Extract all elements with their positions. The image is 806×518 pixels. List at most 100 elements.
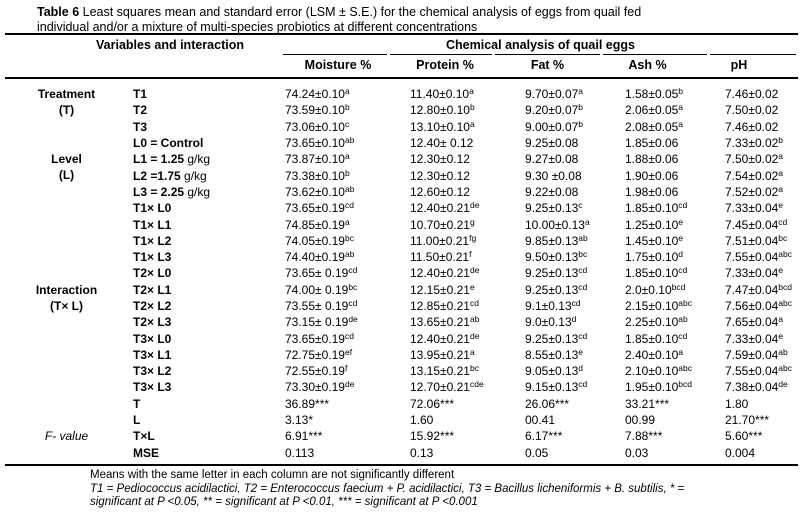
cell-ash: 1.95±0.10bcd [625, 379, 693, 395]
table-row: T3 73.06±0.10c 13.10±0.10a 9.00±0.07b 2.08±0… [0, 119, 806, 135]
cell-protein: 0.13 [410, 445, 434, 460]
cell-protein: 12.85±0.21cd [410, 298, 479, 313]
significance-letter: a [678, 102, 684, 113]
cell-fat: 00.41 [525, 413, 556, 428]
rule-under-header [5, 77, 798, 79]
significance-letter: de [469, 200, 480, 211]
cell-protein: 1.60 [410, 413, 434, 428]
table-row: T×L 6.91*** 15.92*** 6.17*** 7.88*** 5.60*** [0, 428, 806, 444]
significance-letter: cd [344, 330, 354, 341]
cell-ash: 2.08±0.05a [625, 118, 684, 134]
significance-letter: b [678, 86, 684, 97]
cell-fat: 8.55±0.13e [525, 346, 584, 362]
significance-letter: a [469, 346, 475, 357]
significance-letter: ab [778, 346, 788, 357]
cell-fat: 9.25±0.13cd [525, 265, 588, 281]
footnote-line: Means with the same letter in each colum… [90, 469, 455, 481]
cell-protein: 13.10±0.10a [410, 118, 475, 134]
significance-letter: c [344, 118, 350, 129]
significance-letter: bc [348, 281, 358, 292]
table-row: T1× L2 74.05±0.19bc 11.00±0.21fg 9.85±0.13a… [0, 233, 806, 249]
table-row: T2× L1 74.00± 0.19bc 12.15±0.21e 9.25±0.13c… [0, 282, 806, 298]
significance-letter: a [778, 167, 784, 178]
table-row: T2 73.59±0.10b 12.80±0.10b 9.20±0.07b 2.06±0… [0, 102, 806, 118]
significance-letter: bcd [671, 281, 686, 292]
rule-span-ph [710, 54, 796, 55]
cell-moisture: 74.00± 0.19bc [285, 281, 358, 297]
cell-protein: 72.06*** [410, 396, 455, 411]
row-label: T1 [133, 87, 148, 102]
cell-fat: 9.15±0.13cd [525, 379, 588, 395]
cell-ash: 0.03 [625, 445, 649, 460]
significance-letter: ab [344, 183, 355, 194]
significance-letter: a [678, 118, 684, 129]
column-header-moisture: Moisture % [304, 58, 372, 72]
cell-ash: 2.0±0.10bcd [625, 281, 686, 297]
significance-letter: e [578, 346, 584, 357]
cell-moisture: 73.65±0.19cd [285, 200, 354, 216]
significance-letter: a [778, 314, 784, 325]
cell-ash: 1.58±0.05b [625, 86, 684, 102]
cell-ph: 7.52±0.02a [725, 183, 784, 199]
significance-letter: e [678, 232, 684, 243]
table-row: L 3.13* 1.60 00.41 00.99 21.70*** [0, 412, 806, 428]
cell-ph: 7.46±0.02 [725, 87, 779, 102]
caption-line1: Table 6 Least squares mean and standard … [37, 5, 787, 20]
cell-moisture: 36.89*** [285, 396, 330, 411]
table-row: L1 = 1.25 g/kg 73.87±0.10a 12.30±0.12 9.27±… [0, 151, 806, 167]
cell-protein: 12.40±0.21de [410, 200, 480, 216]
cell-fat: 6.17*** [525, 429, 563, 444]
row-label: T1× L0 [133, 201, 172, 216]
table-row: T2× L3 73.15± 0.19de 13.65±0.21ab 9.0±0.13d… [0, 314, 806, 330]
cell-ash: 1.88±0.06 [625, 152, 679, 167]
significance-letter: cde [469, 379, 484, 390]
cell-ph: 7.45±0.04cd [725, 216, 788, 232]
row-label: L1 = 1.25 g/kg [133, 152, 211, 167]
row-label: L2 =1.75 g/kg [133, 168, 207, 183]
significance-letter: cd [344, 200, 354, 211]
significance-letter: a [578, 86, 584, 97]
cell-moisture: 73.65±0.19cd [285, 330, 354, 346]
column-header-ph: pH [730, 58, 748, 72]
row-label: L3 = 2.25 g/kg [133, 184, 211, 199]
cell-moisture: 3.13* [285, 413, 314, 428]
column-header-fat: Fat % [530, 58, 565, 72]
cell-ph: 7.55±0.04abc [725, 363, 793, 379]
cell-ph: 7.33±0.04e [725, 265, 784, 281]
cell-fat: 9.1±0.13cd [525, 298, 581, 313]
table-row: T2× L0 73.65± 0.19cd 12.40±0.21de 9.25±0.13… [0, 265, 806, 281]
cell-moisture: 0.113 [285, 445, 315, 460]
cell-ph: 5.60*** [725, 429, 763, 444]
cell-ph: 7.50±0.02 [725, 103, 779, 118]
significance-letter: a [344, 216, 350, 227]
significance-letter: d [678, 249, 684, 260]
cell-protein: 15.92*** [410, 429, 455, 444]
cell-protein: 12.80±0.10b [410, 102, 475, 118]
significance-letter: e [778, 265, 784, 276]
cell-ph: 7.46±0.02 [725, 119, 779, 134]
rule-top [5, 33, 798, 35]
row-label: T3× L2 [133, 364, 172, 379]
cell-moisture: 73.59±0.10b [285, 102, 350, 118]
cell-ph: 7.38±0.04de [725, 379, 788, 395]
row-label: T3 [133, 119, 148, 134]
cell-protein: 13.15±0.21bc [410, 363, 479, 379]
significance-letter: d [571, 314, 577, 325]
significance-letter: a [778, 183, 784, 194]
significance-letter: cd [578, 330, 588, 341]
significance-letter: cd [348, 265, 358, 276]
significance-letter: cd [778, 216, 788, 227]
significance-letter: e [778, 200, 784, 211]
table-row: T1× L1 74.85±0.19a 10.70±0.21g 10.00±0.13a 1… [0, 216, 806, 232]
cell-protein: 13.65±0.21ab [410, 314, 480, 330]
cell-ph: 7.47±0.04bcd [725, 281, 793, 297]
cell-moisture: 72.75±0.19ef [285, 346, 353, 362]
significance-letter: g [469, 216, 475, 227]
cell-protein: 11.40±0.10a [410, 86, 474, 102]
cell-ash: 7.88*** [625, 429, 663, 444]
table-caption: Table 6 Least squares mean and standard … [37, 5, 787, 35]
cell-fat: 9.22±0.08 [525, 184, 579, 199]
significance-letter: bc [469, 363, 479, 374]
significance-letter: a [584, 216, 590, 227]
significance-letter: a [778, 151, 784, 162]
